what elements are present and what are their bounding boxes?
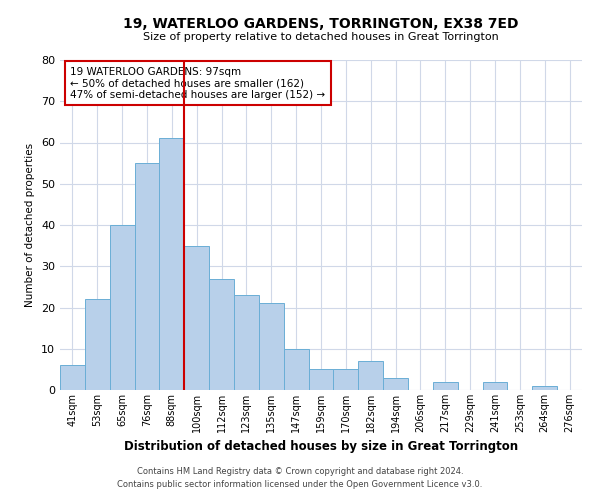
Bar	[184, 246, 209, 390]
Text: Contains public sector information licensed under the Open Government Licence v3: Contains public sector information licen…	[118, 480, 482, 489]
Bar	[234, 295, 259, 390]
Bar	[284, 349, 308, 390]
Bar	[259, 304, 284, 390]
Bar	[308, 370, 334, 390]
X-axis label: Distribution of detached houses by size in Great Torrington: Distribution of detached houses by size …	[124, 440, 518, 454]
Text: 19, WATERLOO GARDENS, TORRINGTON, EX38 7ED: 19, WATERLOO GARDENS, TORRINGTON, EX38 7…	[123, 18, 519, 32]
Bar	[209, 278, 234, 390]
Bar	[334, 370, 358, 390]
Text: 19 WATERLOO GARDENS: 97sqm
← 50% of detached houses are smaller (162)
47% of sem: 19 WATERLOO GARDENS: 97sqm ← 50% of deta…	[70, 66, 326, 100]
Text: Size of property relative to detached houses in Great Torrington: Size of property relative to detached ho…	[143, 32, 499, 42]
Bar	[482, 382, 508, 390]
Bar	[60, 365, 85, 390]
Y-axis label: Number of detached properties: Number of detached properties	[25, 143, 35, 307]
Bar	[85, 299, 110, 390]
Bar	[532, 386, 557, 390]
Bar	[110, 225, 134, 390]
Text: Contains HM Land Registry data © Crown copyright and database right 2024.: Contains HM Land Registry data © Crown c…	[137, 467, 463, 476]
Bar	[383, 378, 408, 390]
Bar	[134, 163, 160, 390]
Bar	[433, 382, 458, 390]
Bar	[160, 138, 184, 390]
Bar	[358, 361, 383, 390]
